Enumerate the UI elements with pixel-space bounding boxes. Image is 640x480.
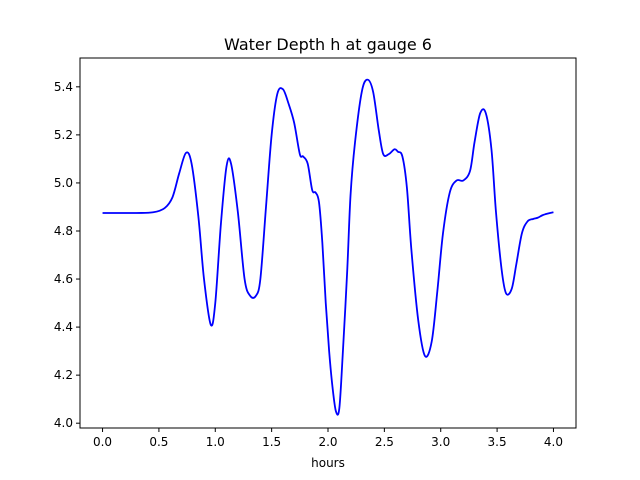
y-tick-label: 5.0: [54, 176, 73, 190]
y-tick-label: 4.6: [54, 272, 73, 286]
x-tick-label: 4.0: [544, 435, 563, 449]
y-tick-label: 5.4: [54, 80, 73, 94]
y-tick-label: 4.2: [54, 368, 73, 382]
x-tick-label: 0.0: [93, 435, 112, 449]
x-axis-label: hours: [311, 456, 345, 470]
x-tick-label: 2.5: [375, 435, 394, 449]
y-tick-label: 4.0: [54, 416, 73, 430]
plot-area: [102, 78, 554, 416]
y-tick-label: 4.8: [54, 224, 73, 238]
y-tick-label: 5.2: [54, 128, 73, 142]
x-tick-label: 1.0: [206, 435, 225, 449]
x-tick-label: 1.5: [262, 435, 281, 449]
x-tick-label: 0.5: [149, 435, 168, 449]
x-tick-label: 2.0: [318, 435, 337, 449]
y-tick-label: 4.4: [54, 320, 73, 334]
y-axis: 4.0 4.2 4.4 4.6 4.8 5.0 5.2 5.4: [54, 80, 80, 430]
plot-frame: [79, 57, 577, 429]
x-tick-label: 3.0: [431, 435, 450, 449]
series-line: [102, 78, 554, 416]
x-tick-label: 3.5: [488, 435, 507, 449]
x-axis: 0.0 0.5 1.0 1.5 2.0 2.5 3.0 3.5 4.0: [93, 428, 563, 449]
chart-title: Water Depth h at gauge 6: [224, 35, 432, 54]
